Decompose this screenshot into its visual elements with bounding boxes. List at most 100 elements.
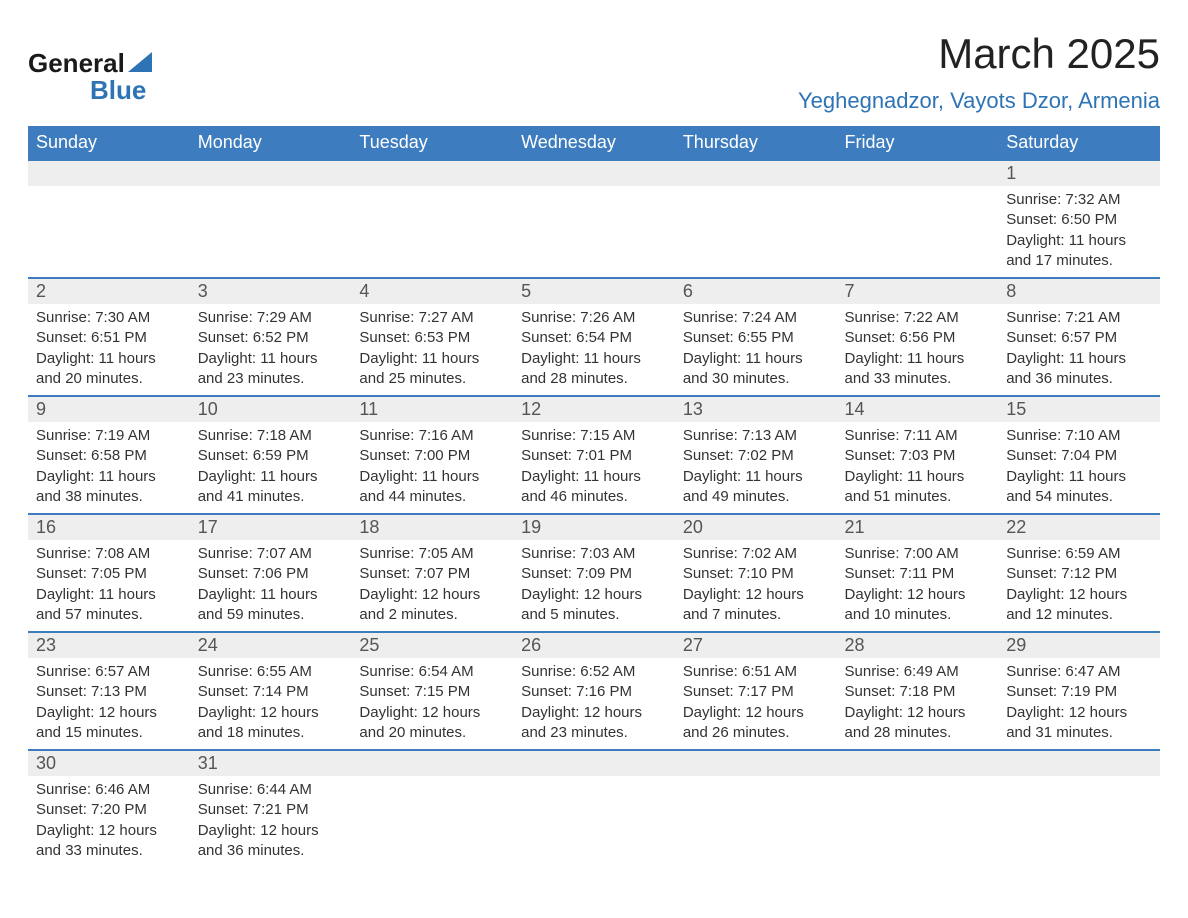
day-detail-cell: Sunrise: 7:27 AMSunset: 6:53 PMDaylight:… [351, 304, 513, 396]
day-detail-cell: Sunrise: 7:11 AMSunset: 7:03 PMDaylight:… [837, 422, 999, 514]
day-number-cell: 30 [28, 750, 190, 776]
day-detail-cell: Sunrise: 7:13 AMSunset: 7:02 PMDaylight:… [675, 422, 837, 514]
sunrise-text: Sunrise: 7:08 AM [36, 544, 182, 564]
sunset-text: Sunset: 6:59 PM [198, 446, 344, 466]
day-detail-cell: Sunrise: 7:16 AMSunset: 7:00 PMDaylight:… [351, 422, 513, 514]
day-number-cell: 31 [190, 750, 352, 776]
day-detail-cell: Sunrise: 7:15 AMSunset: 7:01 PMDaylight:… [513, 422, 675, 514]
day-detail-cell [837, 776, 999, 867]
day-detail-cell: Sunrise: 6:47 AMSunset: 7:19 PMDaylight:… [998, 658, 1160, 750]
daylight-text: Daylight: 11 hours and 46 minutes. [521, 467, 667, 508]
day-number-cell: 29 [998, 632, 1160, 658]
day-number-cell: 13 [675, 396, 837, 422]
detail-row: Sunrise: 6:46 AMSunset: 7:20 PMDaylight:… [28, 776, 1160, 867]
sunset-text: Sunset: 7:17 PM [683, 682, 829, 702]
day-detail-cell: Sunrise: 7:02 AMSunset: 7:10 PMDaylight:… [675, 540, 837, 632]
day-detail-cell [837, 186, 999, 278]
daylight-text: Daylight: 12 hours and 18 minutes. [198, 703, 344, 744]
day-number-cell [28, 160, 190, 186]
sunset-text: Sunset: 6:53 PM [359, 328, 505, 348]
sunrise-text: Sunrise: 7:19 AM [36, 426, 182, 446]
daynum-row: 9101112131415 [28, 396, 1160, 422]
day-detail-cell: Sunrise: 7:19 AMSunset: 6:58 PMDaylight:… [28, 422, 190, 514]
daylight-text: Daylight: 12 hours and 12 minutes. [1006, 585, 1152, 626]
daylight-text: Daylight: 11 hours and 28 minutes. [521, 349, 667, 390]
day-detail-cell [190, 186, 352, 278]
daynum-row: 1 [28, 160, 1160, 186]
day-number-cell: 11 [351, 396, 513, 422]
sunrise-text: Sunrise: 7:00 AM [845, 544, 991, 564]
sunset-text: Sunset: 7:10 PM [683, 564, 829, 584]
sunrise-text: Sunrise: 7:30 AM [36, 308, 182, 328]
page-header: General Blue March 2025 Yeghegnadzor, Va… [28, 30, 1160, 118]
sunrise-text: Sunrise: 6:54 AM [359, 662, 505, 682]
daylight-text: Daylight: 12 hours and 26 minutes. [683, 703, 829, 744]
day-detail-cell: Sunrise: 7:03 AMSunset: 7:09 PMDaylight:… [513, 540, 675, 632]
sunrise-text: Sunrise: 7:07 AM [198, 544, 344, 564]
sunrise-text: Sunrise: 6:51 AM [683, 662, 829, 682]
sunrise-text: Sunrise: 7:05 AM [359, 544, 505, 564]
day-detail-cell [351, 776, 513, 867]
sunrise-text: Sunrise: 7:26 AM [521, 308, 667, 328]
day-number-cell [351, 160, 513, 186]
sunrise-text: Sunrise: 7:16 AM [359, 426, 505, 446]
day-detail-cell: Sunrise: 7:30 AMSunset: 6:51 PMDaylight:… [28, 304, 190, 396]
sunset-text: Sunset: 7:02 PM [683, 446, 829, 466]
day-number-cell [837, 160, 999, 186]
sunrise-text: Sunrise: 7:21 AM [1006, 308, 1152, 328]
weekday-header: Monday [190, 126, 352, 160]
daylight-text: Daylight: 12 hours and 31 minutes. [1006, 703, 1152, 744]
sunset-text: Sunset: 7:05 PM [36, 564, 182, 584]
day-detail-cell: Sunrise: 7:10 AMSunset: 7:04 PMDaylight:… [998, 422, 1160, 514]
detail-row: Sunrise: 7:19 AMSunset: 6:58 PM Daylight:… [28, 422, 1160, 514]
day-number-cell: 20 [675, 514, 837, 540]
sunset-text: Sunset: 7:09 PM [521, 564, 667, 584]
detail-row: Sunrise: 7:08 AMSunset: 7:05 PMDaylight:… [28, 540, 1160, 632]
sunrise-text: Sunrise: 7:27 AM [359, 308, 505, 328]
weekday-header: Wednesday [513, 126, 675, 160]
sunset-text: Sunset: 6:51 PM [36, 328, 182, 348]
day-number-cell [190, 160, 352, 186]
day-detail-cell: Sunrise: 7:22 AMSunset: 6:56 PMDaylight:… [837, 304, 999, 396]
day-number-cell: 1 [998, 160, 1160, 186]
sunrise-text: Sunrise: 7:24 AM [683, 308, 829, 328]
weekday-header: Saturday [998, 126, 1160, 160]
title-block: March 2025 Yeghegnadzor, Vayots Dzor, Ar… [798, 30, 1160, 118]
sunrise-text: Sunrise: 6:57 AM [36, 662, 182, 682]
day-number-cell [837, 750, 999, 776]
weekday-header: Tuesday [351, 126, 513, 160]
logo: General Blue [28, 48, 152, 106]
sunset-text: Sunset: 7:04 PM [1006, 446, 1152, 466]
sunset-text: Sunset: 7:19 PM [1006, 682, 1152, 702]
daylight-text: Daylight: 11 hours and 57 minutes. [36, 585, 182, 626]
detail-row: Sunrise: 7:30 AMSunset: 6:51 PM Daylight:… [28, 304, 1160, 396]
day-detail-cell: Sunrise: 6:55 AMSunset: 7:14 PMDaylight:… [190, 658, 352, 750]
weekday-header-row: SundayMondayTuesdayWednesdayThursdayFrid… [28, 126, 1160, 160]
day-detail-cell: Sunrise: 7:07 AMSunset: 7:06 PMDaylight:… [190, 540, 352, 632]
day-number-cell: 12 [513, 396, 675, 422]
daylight-text: Daylight: 12 hours and 10 minutes. [845, 585, 991, 626]
day-detail-cell: Sunrise: 6:59 AMSunset: 7:12 PMDaylight:… [998, 540, 1160, 632]
daylight-text: Daylight: 11 hours and 44 minutes. [359, 467, 505, 508]
day-number-cell: 5 [513, 278, 675, 304]
sunset-text: Sunset: 6:52 PM [198, 328, 344, 348]
sunset-text: Sunset: 7:00 PM [359, 446, 505, 466]
sunrise-text: Sunrise: 7:10 AM [1006, 426, 1152, 446]
sunrise-text: Sunrise: 7:18 AM [198, 426, 344, 446]
sunset-text: Sunset: 6:58 PM [36, 446, 182, 466]
daylight-text: Daylight: 12 hours and 20 minutes. [359, 703, 505, 744]
day-detail-cell: Sunrise: 6:49 AMSunset: 7:18 PMDaylight:… [837, 658, 999, 750]
sunset-text: Sunset: 7:20 PM [36, 800, 182, 820]
day-detail-cell [513, 186, 675, 278]
day-number-cell [513, 750, 675, 776]
day-detail-cell [513, 776, 675, 867]
sunset-text: Sunset: 6:55 PM [683, 328, 829, 348]
daylight-text: Daylight: 12 hours and 36 minutes. [198, 821, 344, 862]
sunset-text: Sunset: 7:07 PM [359, 564, 505, 584]
day-detail-cell: Sunrise: 7:32 AMSunset: 6:50 PMDaylight:… [998, 186, 1160, 278]
daylight-text: Daylight: 11 hours and 33 minutes. [845, 349, 991, 390]
sunrise-text: Sunrise: 7:15 AM [521, 426, 667, 446]
day-number-cell: 10 [190, 396, 352, 422]
logo-word-2: Blue [90, 75, 152, 106]
sunrise-text: Sunrise: 7:03 AM [521, 544, 667, 564]
